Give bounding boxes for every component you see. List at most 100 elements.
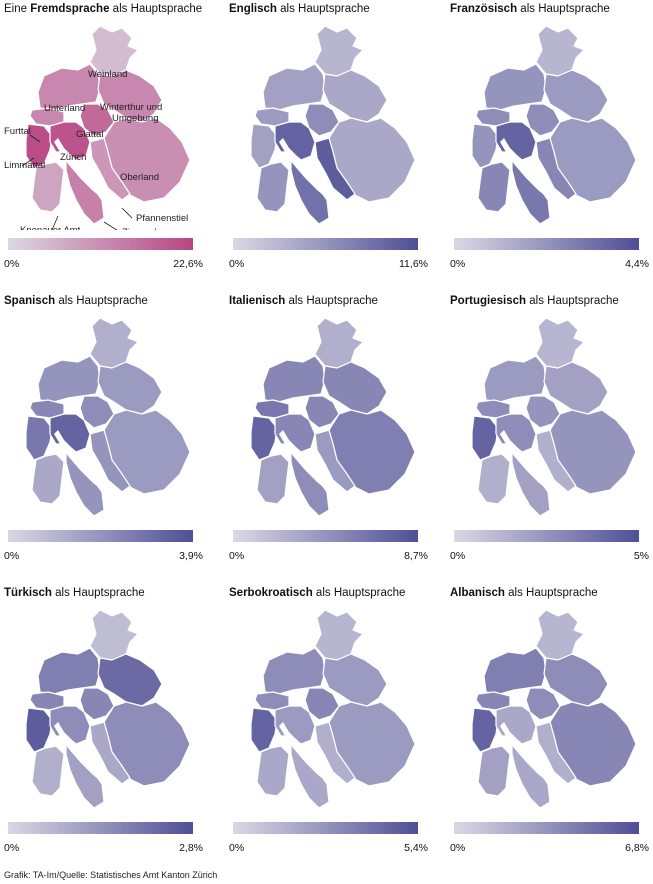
panel-title: Serbokroatisch als Hauptsprache bbox=[229, 586, 405, 600]
lake-zurich bbox=[54, 722, 118, 790]
canton-map: Weinland Unterland Winterthur und Umgebung F… bbox=[4, 25, 191, 230]
map-panel-6: Türkisch als Hauptsprache 0% 2,8% bbox=[4, 586, 209, 866]
title-suffix: als Hauptsprache bbox=[55, 295, 148, 307]
region-pfannenstiel bbox=[89, 721, 131, 785]
region-weinland bbox=[535, 25, 585, 77]
region-glattal bbox=[79, 687, 115, 721]
region-winterthur bbox=[543, 69, 609, 123]
canton-map bbox=[471, 25, 637, 225]
panel-title: Italienisch als Hauptsprache bbox=[229, 294, 378, 308]
panel-title: Türkisch als Hauptsprache bbox=[4, 586, 145, 600]
region-limmattal bbox=[250, 123, 278, 169]
legend-gradient-bar bbox=[233, 530, 418, 542]
legend-gradient-bar bbox=[454, 238, 639, 250]
region-limmattal bbox=[25, 707, 53, 753]
canton-map bbox=[471, 317, 637, 517]
title-suffix: als Hauptsprache bbox=[526, 295, 619, 307]
legend-min-label: 0% bbox=[450, 842, 466, 854]
region-label: Unterland bbox=[44, 103, 85, 114]
panel-title: Spanisch als Hauptsprache bbox=[4, 294, 148, 308]
title-language: Englisch bbox=[229, 3, 277, 15]
region-knonau bbox=[477, 161, 511, 213]
title-suffix: als Hauptsprache bbox=[504, 587, 598, 599]
region-label: Zürich bbox=[60, 152, 86, 163]
lake-zurich bbox=[500, 430, 564, 498]
region-label: Pfannenstiel bbox=[136, 213, 188, 224]
region-label: Winterthur und Umgebung bbox=[100, 102, 162, 124]
map-panel-5: Portugiesisch als Hauptsprache 0% 5% bbox=[450, 294, 653, 574]
region-glattal bbox=[525, 103, 561, 137]
legend-max-label: 3,9% bbox=[179, 550, 203, 562]
title-language: Albanisch bbox=[450, 587, 505, 599]
canton-map bbox=[25, 609, 191, 809]
panel-title: Englisch als Hauptsprache bbox=[229, 2, 370, 16]
region-pfannenstiel bbox=[314, 137, 356, 201]
region-unterland bbox=[483, 647, 547, 695]
region-label: Glattal bbox=[76, 129, 103, 140]
region-weinland bbox=[89, 609, 139, 661]
title-prefix: Eine bbox=[4, 3, 31, 15]
panel-title: Portugiesisch als Hauptsprache bbox=[450, 294, 619, 308]
canton-map bbox=[25, 317, 191, 517]
region-label: Oberland bbox=[120, 172, 159, 183]
region-weinland bbox=[535, 609, 585, 661]
legend-gradient-bar bbox=[8, 238, 193, 250]
map-panel-0: Eine Fremdsprache als Hauptsprache Weinla… bbox=[4, 2, 209, 282]
region-unterland bbox=[37, 63, 101, 111]
legend-gradient-bar bbox=[233, 822, 418, 834]
region-glattal bbox=[304, 395, 340, 429]
leader-line bbox=[121, 207, 133, 219]
map-panel-2: Französisch als Hauptsprache 0% 4,4% bbox=[450, 2, 653, 282]
region-unterland bbox=[483, 355, 547, 403]
region-winterthur bbox=[322, 69, 388, 123]
source-footer: Grafik: TA-Im/Quelle: Statistisches Amt … bbox=[4, 870, 218, 880]
title-language: Spanisch bbox=[4, 295, 56, 307]
lake-zurich bbox=[500, 722, 564, 790]
title-suffix: als Hauptsprache bbox=[285, 295, 378, 307]
region-pfannenstiel bbox=[535, 721, 577, 785]
legend-min-label: 0% bbox=[4, 550, 20, 562]
leader-line bbox=[21, 157, 35, 167]
title-suffix: als Hauptsprache bbox=[109, 3, 203, 15]
region-weinland bbox=[314, 609, 364, 661]
region-winterthur bbox=[97, 361, 163, 415]
legend-min-label: 0% bbox=[4, 258, 20, 270]
region-winterthur bbox=[97, 69, 163, 123]
region-glattal bbox=[525, 395, 561, 429]
lake-zurich bbox=[500, 138, 564, 206]
region-limmattal bbox=[471, 123, 499, 169]
region-limmattal bbox=[471, 415, 499, 461]
region-limmattal bbox=[25, 415, 53, 461]
title-language: Serbokroatisch bbox=[229, 587, 313, 599]
legend-max-label: 5,4% bbox=[404, 842, 428, 854]
region-knonau bbox=[256, 161, 290, 213]
title-language: Türkisch bbox=[4, 587, 52, 599]
title-suffix: als Hauptsprache bbox=[276, 3, 370, 15]
region-pfannenstiel bbox=[89, 429, 131, 493]
title-language: Italienisch bbox=[229, 295, 286, 307]
legend-gradient-bar bbox=[454, 530, 639, 542]
region-pfannenstiel bbox=[535, 137, 577, 201]
map-panel-3: Spanisch als Hauptsprache 0% 3,9% bbox=[4, 294, 209, 574]
legend-gradient-bar bbox=[233, 238, 418, 250]
map-panel-1: Englisch als Hauptsprache 0% 11,6% bbox=[229, 2, 434, 282]
canton-map bbox=[471, 609, 637, 809]
region-glattal bbox=[304, 103, 340, 137]
region-knonau bbox=[31, 745, 65, 797]
map-panel-4: Italienisch als Hauptsprache 0% 8,7% bbox=[229, 294, 434, 574]
legend-max-label: 5% bbox=[633, 550, 649, 562]
legend-max-label: 2,8% bbox=[179, 842, 203, 854]
region-knonau bbox=[31, 453, 65, 505]
region-winterthur bbox=[543, 653, 609, 707]
region-limmattal bbox=[25, 123, 53, 169]
region-limmattal bbox=[250, 707, 278, 753]
legend-min-label: 0% bbox=[229, 842, 245, 854]
region-unterland bbox=[262, 355, 326, 403]
canton-map bbox=[250, 609, 416, 809]
lake-zurich bbox=[279, 430, 343, 498]
leader-line bbox=[29, 134, 41, 143]
legend-min-label: 0% bbox=[229, 550, 245, 562]
legend-gradient-bar bbox=[8, 530, 193, 542]
region-winterthur bbox=[543, 361, 609, 415]
title-language: Französisch bbox=[450, 3, 518, 15]
